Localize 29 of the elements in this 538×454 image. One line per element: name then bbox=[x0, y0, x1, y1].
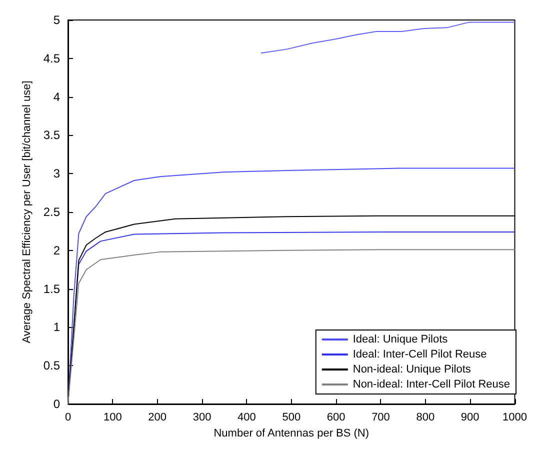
x-tick-label: 500 bbox=[282, 412, 301, 424]
x-tick-label: 600 bbox=[326, 412, 346, 424]
legend-label: Non-ideal: Unique Pilots bbox=[352, 364, 472, 376]
x-tick-label: 900 bbox=[460, 412, 480, 424]
y-tick-label: 2 bbox=[53, 243, 60, 258]
x-axis-title: Number of Antennas per BS (N) bbox=[214, 427, 370, 440]
y-tick-label: 1.5 bbox=[43, 282, 60, 296]
x-tick-label: 300 bbox=[192, 412, 212, 424]
y-axis-title: Average Spectral Efficiency per User [bit/channel use] bbox=[20, 80, 33, 344]
line-series bbox=[260, 22, 516, 54]
legend-label: Ideal: Unique Pilots bbox=[352, 334, 448, 346]
y-tick-label: 4.5 bbox=[43, 51, 60, 66]
x-tick-label: 100 bbox=[103, 412, 122, 424]
y-tick-label: 1 bbox=[53, 320, 60, 334]
legend-label: Ideal: Inter-Cell Pilot Reuse bbox=[352, 348, 487, 360]
x-tick-label: 700 bbox=[372, 412, 390, 424]
x-tick-label: 200 bbox=[148, 412, 167, 424]
x-tick-label: 0 bbox=[64, 412, 72, 424]
y-tick-label: 3 bbox=[53, 166, 60, 181]
y-tick-label: 3.5 bbox=[43, 128, 60, 142]
x-tick-label: 400 bbox=[238, 412, 256, 424]
x-tick-label: 1000 bbox=[502, 412, 528, 424]
y-tick-label: 4 bbox=[53, 90, 60, 104]
legend-label: Non-ideal: Inter-Cell Pilot Reuse bbox=[352, 378, 510, 390]
y-tick-label: 5 bbox=[53, 13, 60, 27]
y-tick-label: 0.5 bbox=[43, 358, 60, 373]
x-tick-label: 800 bbox=[416, 412, 435, 424]
y-tick-label: 0 bbox=[53, 397, 60, 411]
y-tick-label: 2.5 bbox=[43, 205, 60, 219]
